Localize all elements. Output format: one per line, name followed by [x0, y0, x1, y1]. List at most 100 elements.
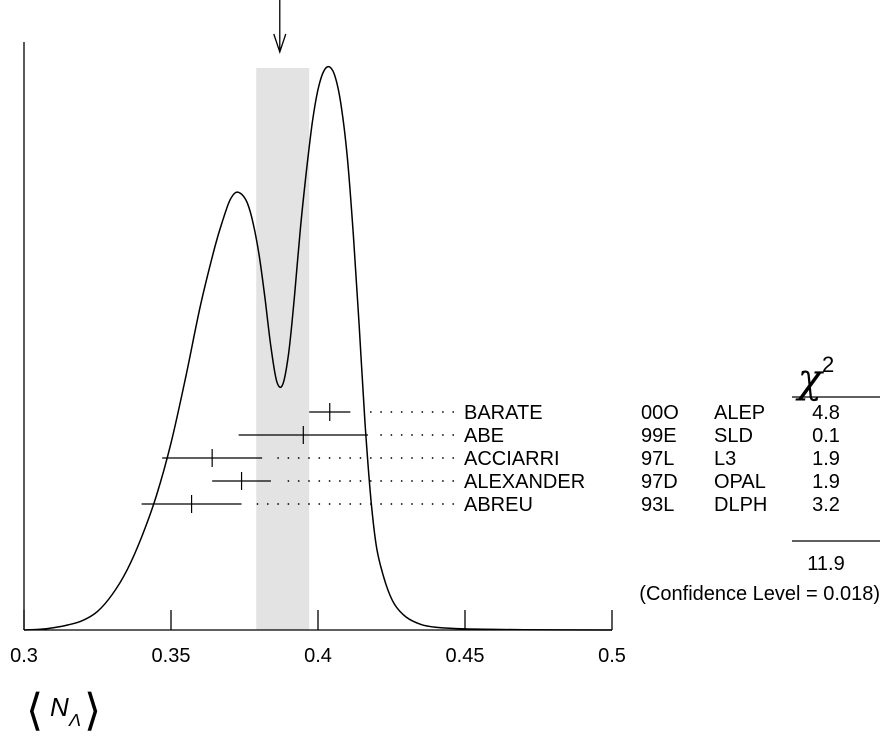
leader-dot	[390, 411, 393, 413]
leader-dot	[421, 457, 424, 459]
leader-dot	[328, 503, 331, 505]
leader-dot	[411, 457, 413, 459]
measurements-group: BARATE 00O ALEP 4.8 ABE 99E SLD 0.1 ACCIARRI 97L L…	[141, 402, 840, 516]
measurement-experiment: L3	[714, 448, 736, 470]
leader-dot	[380, 411, 382, 413]
leader-dot	[328, 480, 331, 482]
measurement-chi2: 3.2	[812, 494, 840, 516]
leader-dot	[359, 503, 362, 505]
x-tick-label: 0.4	[304, 645, 332, 667]
chi2-symbol: χ	[795, 356, 825, 402]
measurement-ref: 99E	[641, 425, 677, 447]
leader-dot	[452, 503, 455, 505]
x-tick-label: 0.45	[446, 645, 485, 667]
shaded-band	[256, 68, 310, 630]
leader-dot	[287, 480, 290, 482]
leader-dot	[359, 457, 362, 459]
leader-dot	[390, 434, 393, 436]
leader-dot	[390, 480, 393, 482]
measurement-author: ABREU	[464, 494, 533, 516]
leader-dot	[328, 457, 331, 459]
chi2-total: 11.9	[807, 553, 844, 575]
leader-dot	[400, 457, 403, 459]
x-tick-label: 0.35	[152, 645, 191, 667]
leader-dot	[369, 503, 372, 505]
leader-dot	[431, 480, 434, 482]
leader-dot	[297, 503, 300, 505]
leader-dot	[369, 411, 372, 413]
leader-dot	[431, 503, 434, 505]
measurement-experiment: OPAL	[714, 471, 766, 493]
leader-dot	[442, 480, 444, 482]
leader-dot	[452, 480, 455, 482]
x-axis-label: ⟨ N Λ ⟩	[26, 685, 101, 736]
measurement-author: BARATE	[464, 402, 543, 424]
down-arrow-icon	[273, 0, 287, 55]
leader-dot	[318, 457, 321, 459]
measurement-ref: 97L	[641, 448, 674, 470]
leader-dot	[431, 457, 434, 459]
leader-dot	[452, 411, 455, 413]
measurement-chi2: 1.9	[812, 471, 840, 493]
measurement-experiment: ALEP	[714, 402, 765, 424]
measurement-row: ABE 99E SLD 0.1	[238, 425, 840, 447]
leader-dot	[421, 503, 424, 505]
leader-dot	[400, 434, 403, 436]
leader-dot	[308, 457, 310, 459]
x-tick-label: 0.5	[598, 645, 626, 667]
chi2-sup: 2	[822, 352, 834, 377]
leader-dot	[411, 434, 413, 436]
leader-dot	[431, 434, 434, 436]
arrow-head	[273, 33, 287, 55]
leader-dot	[308, 503, 310, 505]
measurement-chi2: 0.1	[812, 425, 840, 447]
chi2-header: χ2	[795, 352, 835, 402]
leader-dot	[421, 480, 424, 482]
leader-dot	[421, 434, 424, 436]
leader-dot	[369, 457, 372, 459]
leader-dot	[380, 457, 382, 459]
leader-dot	[442, 411, 444, 413]
measurement-row: ACCIARRI 97L L3 1.9	[162, 448, 840, 470]
measurement-author: ABE	[464, 425, 504, 447]
leader-dot	[349, 457, 352, 459]
measurement-chi2: 1.9	[812, 448, 840, 470]
leader-dot	[339, 457, 341, 459]
measurement-ref: 93L	[641, 494, 674, 516]
measurement-row: ALEXANDER 97D OPAL 1.9	[212, 471, 840, 493]
measurement-experiment: DLPH	[714, 494, 767, 516]
leader-dot	[400, 503, 403, 505]
leader-dot	[421, 411, 424, 413]
leader-dot	[442, 457, 444, 459]
leader-dot	[297, 480, 300, 482]
leader-dot	[411, 503, 413, 505]
measurement-row: ABREU 93L DLPH 3.2	[141, 494, 840, 516]
measurement-author: ALEXANDER	[464, 471, 585, 493]
x-tick-label: 0.3	[10, 645, 38, 667]
leader-dot	[318, 480, 321, 482]
leader-dot	[277, 457, 279, 459]
leader-dot	[411, 480, 413, 482]
leader-dot	[318, 503, 321, 505]
leader-dot	[442, 503, 444, 505]
leader-dot	[380, 503, 382, 505]
leader-dot	[287, 457, 290, 459]
x-label-var: N	[50, 692, 69, 722]
leader-dot	[390, 457, 393, 459]
x-label-sub: Λ	[68, 710, 81, 730]
leader-dot	[266, 503, 269, 505]
x-label-right-bracket: ⟩	[84, 685, 101, 736]
x-axis-tick-labels: 0.3 0.35 0.4 0.45 0.5	[10, 645, 626, 667]
leader-dot	[452, 457, 455, 459]
measurement-ref: 97D	[641, 471, 678, 493]
leader-dot	[431, 411, 434, 413]
leader-dot	[349, 480, 352, 482]
measurement-ref: 00O	[641, 402, 679, 424]
measurement-experiment: SLD	[714, 425, 753, 447]
leader-dot	[390, 503, 393, 505]
leader-dot	[287, 503, 290, 505]
leader-dot	[411, 411, 413, 413]
ideogram-curve	[23, 65, 613, 631]
leader-dot	[339, 503, 341, 505]
leader-dot	[369, 480, 372, 482]
